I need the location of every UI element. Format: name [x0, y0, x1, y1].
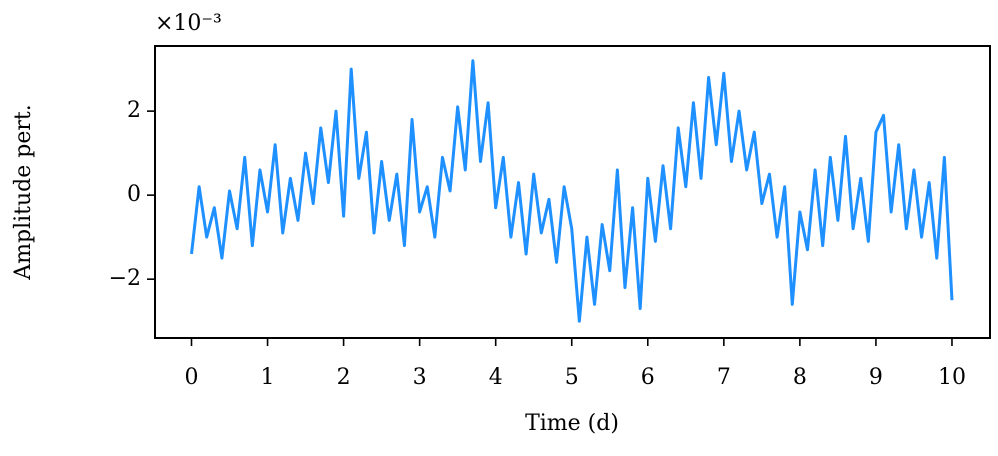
y-tick-label: 2	[127, 98, 141, 123]
x-tick-label: 1	[261, 365, 275, 390]
x-tick-label: 4	[489, 365, 503, 390]
x-tick-label: 7	[717, 365, 731, 390]
x-tick-label: 9	[869, 365, 883, 390]
x-tick-label: 8	[793, 365, 807, 390]
x-axis-label: Time (d)	[525, 411, 619, 436]
x-tick-label: 2	[337, 365, 351, 390]
data-line	[190, 59, 954, 323]
x-tick-label: 0	[185, 365, 199, 390]
plot-frame	[154, 45, 991, 339]
x-tick-label: 3	[413, 365, 427, 390]
y-tick-label: −2	[109, 266, 141, 291]
y-axis-label: Amplitude pert.	[11, 104, 36, 280]
x-tick-label: 6	[641, 365, 655, 390]
x-tick-label: 10	[938, 365, 966, 390]
x-tick-label: 5	[565, 365, 579, 390]
y-offset-label: ×10⁻³	[155, 11, 222, 36]
y-tick-label: 0	[127, 182, 141, 207]
